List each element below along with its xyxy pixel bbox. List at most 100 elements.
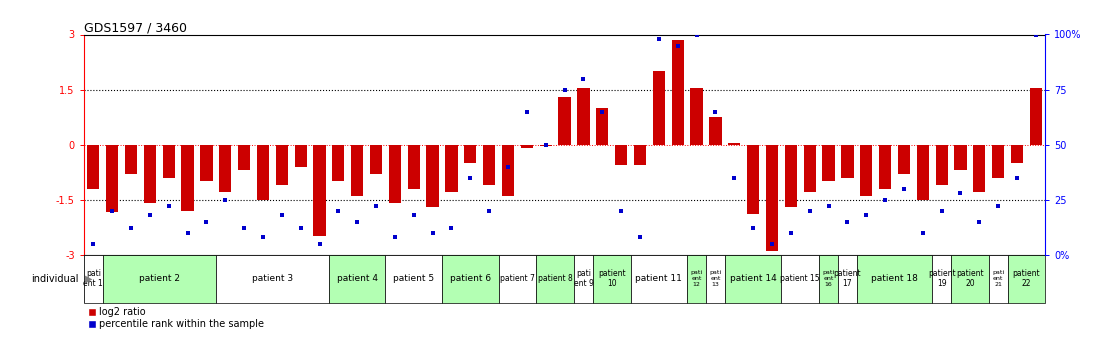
Bar: [932, 255, 951, 303]
Bar: [87, 145, 100, 189]
Bar: [483, 145, 495, 185]
Bar: [879, 145, 891, 189]
Bar: [181, 145, 193, 210]
Point: [405, 212, 423, 218]
Text: patient 3: patient 3: [252, 274, 293, 283]
Point: [84, 241, 102, 246]
Bar: [596, 108, 608, 145]
Bar: [577, 88, 589, 145]
Bar: [144, 145, 157, 203]
Bar: [973, 145, 985, 192]
Bar: [992, 145, 1004, 178]
Bar: [936, 145, 948, 185]
Bar: [672, 40, 684, 145]
Text: patient
10: patient 10: [598, 269, 626, 288]
Bar: [955, 145, 967, 170]
Bar: [860, 145, 872, 196]
Text: patient 14: patient 14: [730, 274, 777, 283]
Point: [858, 212, 875, 218]
Bar: [898, 145, 910, 174]
Bar: [294, 145, 306, 167]
Text: pati
ent
21: pati ent 21: [992, 270, 1004, 287]
Bar: [951, 255, 988, 303]
Bar: [785, 145, 797, 207]
Text: patient 15: patient 15: [780, 274, 821, 283]
Bar: [631, 255, 688, 303]
Point: [970, 219, 988, 224]
Text: patient
20: patient 20: [956, 269, 984, 288]
Bar: [499, 255, 537, 303]
Point: [819, 204, 837, 209]
Bar: [257, 145, 269, 199]
Bar: [781, 255, 819, 303]
Point: [896, 186, 913, 191]
Text: patient 4: patient 4: [337, 274, 378, 283]
Bar: [537, 255, 574, 303]
Text: pati
ent 1: pati ent 1: [84, 269, 103, 288]
Bar: [125, 145, 138, 174]
Point: [989, 204, 1007, 209]
Bar: [688, 255, 705, 303]
Bar: [442, 255, 499, 303]
Point: [424, 230, 442, 235]
Bar: [389, 145, 401, 203]
Bar: [84, 255, 103, 303]
Point: [367, 204, 385, 209]
Bar: [705, 255, 724, 303]
Bar: [408, 145, 420, 189]
Bar: [709, 117, 721, 145]
Bar: [691, 88, 703, 145]
Point: [311, 241, 329, 246]
Bar: [238, 145, 250, 170]
Point: [499, 164, 517, 169]
Point: [669, 43, 686, 48]
Bar: [804, 145, 816, 192]
Point: [800, 208, 818, 213]
Point: [179, 230, 197, 235]
Bar: [724, 255, 781, 303]
Bar: [838, 255, 856, 303]
Text: patient 6: patient 6: [449, 274, 491, 283]
Bar: [856, 255, 932, 303]
Bar: [200, 145, 212, 181]
Point: [443, 225, 461, 231]
Point: [198, 219, 216, 224]
Text: pati
ent
13: pati ent 13: [709, 270, 721, 287]
Text: pati
ent
16: pati ent 16: [823, 270, 835, 287]
Bar: [766, 145, 778, 251]
Text: patient 2: patient 2: [139, 274, 180, 283]
Point: [877, 197, 894, 202]
Bar: [370, 145, 382, 174]
Text: individual: individual: [31, 274, 78, 284]
Text: pati
ent 9: pati ent 9: [574, 269, 594, 288]
Point: [575, 76, 593, 81]
Bar: [819, 255, 838, 303]
Point: [216, 197, 234, 202]
Legend: log2 ratio, percentile rank within the sample: log2 ratio, percentile rank within the s…: [88, 307, 264, 329]
Point: [781, 230, 799, 235]
Bar: [521, 145, 533, 148]
Text: patient 11: patient 11: [635, 274, 682, 283]
Point: [254, 234, 272, 240]
Text: patient
22: patient 22: [1013, 269, 1040, 288]
Text: ▶: ▶: [85, 274, 93, 284]
Point: [122, 225, 140, 231]
Bar: [653, 71, 665, 145]
Bar: [106, 145, 119, 213]
Bar: [917, 145, 929, 199]
Text: patient 8: patient 8: [538, 274, 572, 283]
Bar: [426, 145, 438, 207]
Point: [745, 225, 762, 231]
Bar: [329, 255, 386, 303]
Bar: [219, 145, 231, 192]
Point: [273, 212, 291, 218]
Bar: [276, 145, 288, 185]
Text: patient 18: patient 18: [871, 274, 918, 283]
Point: [1008, 175, 1026, 180]
Text: GDS1597 / 3460: GDS1597 / 3460: [84, 21, 187, 34]
Point: [235, 225, 253, 231]
Point: [707, 109, 724, 114]
Point: [330, 208, 348, 213]
Text: pati
ent
12: pati ent 12: [691, 270, 702, 287]
Point: [537, 142, 555, 147]
